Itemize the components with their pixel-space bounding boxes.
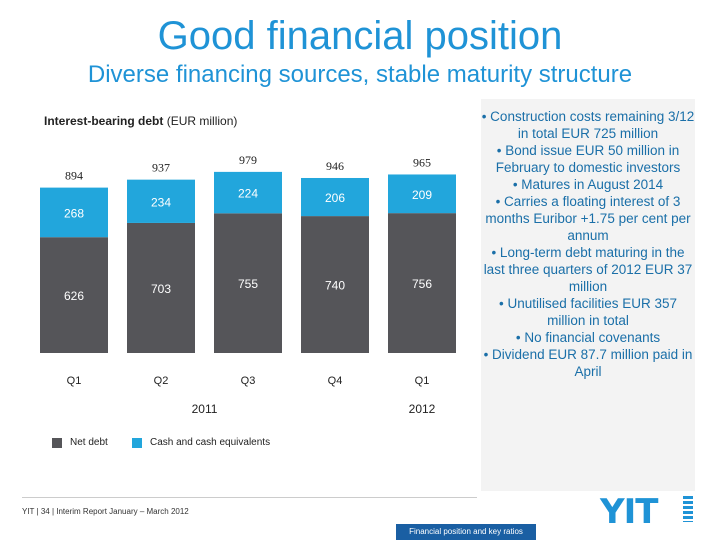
bar-cash: [127, 179, 195, 223]
x-tick-label: Q2: [154, 375, 169, 387]
data-label-cash: 209: [412, 188, 432, 202]
footer-text: YIT | 34 | Interim Report January – Marc…: [22, 507, 189, 516]
chart-title: Interest-bearing debt (EUR million): [44, 114, 237, 128]
bullet-item: • Long-term debt maturing in the last th…: [483, 245, 693, 294]
bullet-item: • No financial covenants: [515, 330, 661, 345]
bar-net-debt: [301, 216, 369, 353]
data-label-net-debt: 626: [64, 289, 84, 303]
legend-label-cash: Cash and cash equivalents: [150, 437, 271, 448]
bar-net-debt: [214, 213, 282, 353]
slide-title: Good financial position: [157, 14, 563, 58]
bullet-item: • Dividend EUR 87.7 million paid in Apri…: [483, 347, 693, 379]
bar-cash: [388, 174, 456, 214]
bar-net-debt: [127, 222, 195, 353]
chart-title-unit: (EUR million): [163, 114, 238, 128]
logo-stripes: [683, 496, 693, 522]
data-label-cash: 206: [325, 191, 345, 205]
bullet-list: • Construction costs remaining 3/12 in t…: [481, 108, 695, 380]
bullet-item: • Construction costs remaining 3/12 in t…: [481, 109, 695, 141]
data-label-net-debt: 756: [412, 277, 432, 291]
x-group-label: 2011: [192, 402, 218, 416]
slide-subtitle: Diverse financing sources, stable maturi…: [87, 61, 633, 88]
data-label-cash: 224: [238, 187, 258, 201]
legend-swatch-cash: [132, 437, 142, 448]
data-label-total: 979: [239, 153, 257, 167]
bullet-item: • Matures in August 2014: [512, 177, 664, 192]
legend-swatch-net-debt: [52, 437, 62, 448]
x-tick-label: Q1: [415, 375, 430, 387]
section-label: Financial position and key ratios: [396, 524, 536, 540]
data-label-net-debt: 740: [325, 279, 345, 293]
bar-net-debt: [40, 237, 108, 353]
stacked-bar-chart: 626 268 894 Q1 703 234 937 Q2 755 224 979 Q3 740 206 9…: [40, 153, 456, 416]
data-label-cash: 268: [64, 206, 84, 220]
x-tick-label: Q4: [328, 375, 343, 387]
legend-item-cash: Cash and cash equivalents: [132, 437, 270, 448]
data-label-cash: 234: [151, 195, 171, 209]
data-label-net-debt: 703: [151, 282, 171, 296]
data-label-total: 965: [413, 155, 431, 169]
chart-panel: Interest-bearing debt (EUR million) 626 2…: [22, 99, 467, 467]
bar-net-debt: [388, 213, 456, 353]
bullet-panel: [481, 99, 695, 491]
bar-cash: [40, 187, 108, 238]
data-label-total: 937: [152, 161, 170, 175]
bar-cash: [301, 177, 369, 217]
data-label-total: 894: [65, 169, 83, 183]
legend-label-net-debt: Net debt: [70, 437, 108, 448]
chart-title-bold: Interest-bearing debt: [44, 114, 164, 128]
bar-cash: [214, 171, 282, 214]
footer-divider: [22, 497, 477, 498]
bullet-item: • Unutilised facilities EUR 357 million …: [498, 296, 678, 328]
legend-item-net-debt: Net debt: [52, 437, 108, 448]
bullet-item: • Bond issue EUR 50 million in February …: [495, 143, 681, 175]
yit-logo: YIT: [600, 492, 658, 532]
x-tick-label: Q1: [67, 375, 82, 387]
data-label-total: 946: [326, 159, 344, 173]
x-group-label: 2012: [409, 402, 436, 416]
bullet-item: • Carries a floating interest of 3 month…: [485, 194, 691, 243]
data-label-net-debt: 755: [238, 277, 258, 291]
x-tick-label: Q3: [241, 375, 256, 387]
